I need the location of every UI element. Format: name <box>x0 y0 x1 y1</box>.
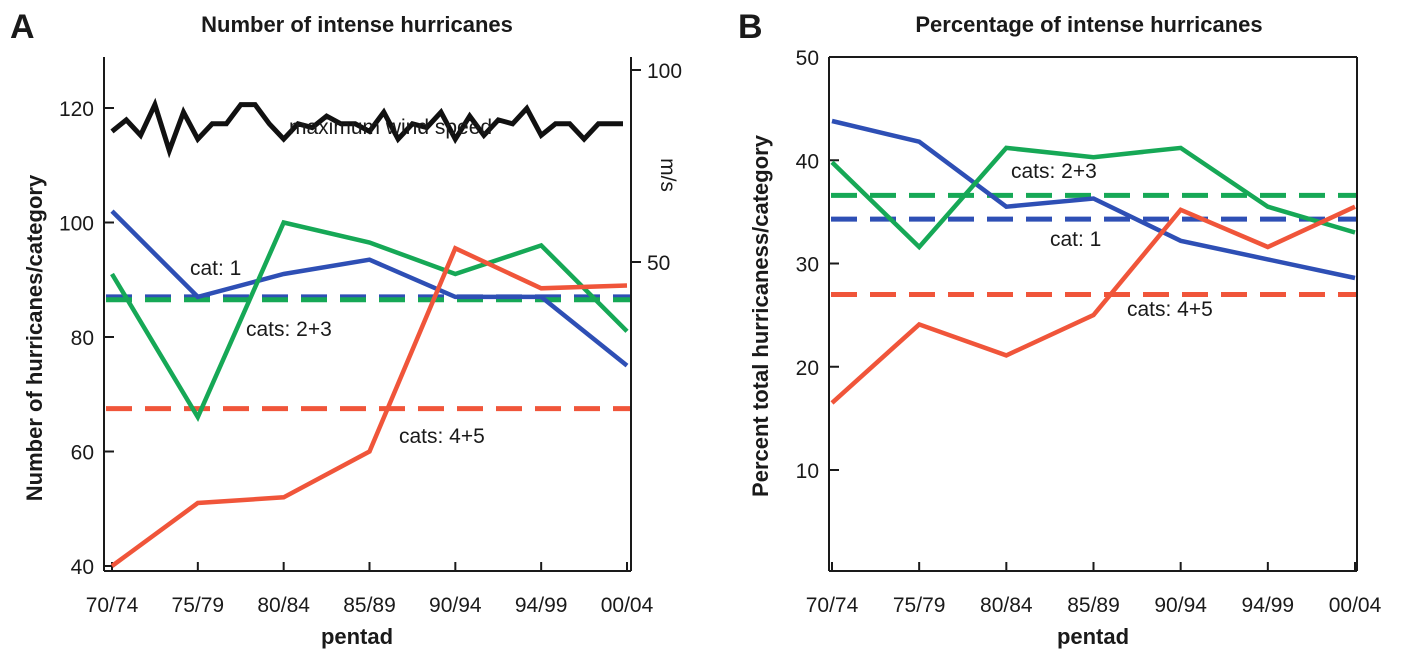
panel-b-cat1-label: cat: 1 <box>1050 228 1101 251</box>
panel-a-cat1-label: cat: 1 <box>190 257 241 280</box>
panel-a-y-label: Number of hurricanes/category <box>22 174 47 501</box>
panel-b-cats23-label: cats: 2+3 <box>1011 160 1097 183</box>
x-tick-label: 70/74 <box>86 594 139 617</box>
x-tick-label: 94/99 <box>1242 594 1295 617</box>
panel-b: B Percentage of intense hurricanes 10 20 3… <box>738 8 1382 649</box>
x-tick-label: 70/74 <box>806 594 859 617</box>
cats45-series-line <box>830 204 1356 405</box>
panel-b-y-label: Percent total hurricaness/category <box>748 134 773 497</box>
y-tick-label: 80 <box>71 327 94 350</box>
cat1-series-line <box>831 118 1356 281</box>
x-tick-label: 90/94 <box>429 594 482 617</box>
x-tick-label: 75/79 <box>893 594 946 617</box>
cats23-series-line <box>830 145 1356 251</box>
panel-a-ticks: 40 60 80 100 120 70/74 75/79 80/84 85/89 90/94 94/… <box>59 60 682 617</box>
y-tick-label: 30 <box>796 254 819 277</box>
x-tick-label: 00/04 <box>601 594 654 617</box>
panel-a-wind-label: maximum wind speed <box>289 116 492 139</box>
x-tick-label: 85/89 <box>343 594 396 617</box>
x-tick-label: 85/89 <box>1067 594 1120 617</box>
y-tick-label: 50 <box>796 47 819 70</box>
panel-a-series <box>110 97 629 568</box>
y2-tick-label: 100 <box>647 60 682 83</box>
panel-a-title: Number of intense hurricanes <box>201 12 513 37</box>
y-tick-label: 60 <box>71 442 94 465</box>
y-tick-label: 100 <box>59 213 94 236</box>
x-tick-label: 94/99 <box>515 594 568 617</box>
x-tick-label: 80/84 <box>980 594 1033 617</box>
panel-b-reference-lines <box>831 192 1356 297</box>
panel-b-series <box>830 118 1356 405</box>
cat1-series-line <box>110 209 629 368</box>
x-tick-label: 80/84 <box>257 594 310 617</box>
panel-b-letter: B <box>738 8 763 46</box>
panel-b-title: Percentage of intense hurricanes <box>915 12 1262 37</box>
cats23-series-line <box>110 219 629 422</box>
y-tick-label: 10 <box>796 460 819 483</box>
y2-tick-label: 50 <box>647 252 670 275</box>
panel-a-cats45-label: cats: 4+5 <box>399 425 485 448</box>
x-tick-label: 00/04 <box>1329 594 1382 617</box>
panel-b-cats45-label: cats: 4+5 <box>1127 298 1213 321</box>
panel-a-x-label: pentad <box>321 624 393 649</box>
panel-a-axes <box>103 57 632 572</box>
panel-b-ticks: 10 20 30 40 50 70/74 75/79 80/84 85/89 90/94 94/99… <box>796 47 1382 617</box>
wind-series-line <box>110 97 623 159</box>
panel-a: A Number of intense hurricanes 40 60 80 100… <box>10 8 682 649</box>
y-tick-label: 20 <box>796 357 819 380</box>
panel-a-cats23-label: cats: 2+3 <box>246 318 332 341</box>
y-tick-label: 40 <box>71 556 94 579</box>
x-tick-label: 90/94 <box>1154 594 1207 617</box>
panel-b-x-label: pentad <box>1057 624 1129 649</box>
x-tick-label: 75/79 <box>172 594 225 617</box>
panel-a-y2-label: m/s <box>656 158 679 192</box>
y-tick-label: 40 <box>796 150 819 173</box>
panel-a-letter: A <box>10 8 35 46</box>
y-tick-label: 120 <box>59 98 94 121</box>
cats45-series-line <box>110 245 628 568</box>
